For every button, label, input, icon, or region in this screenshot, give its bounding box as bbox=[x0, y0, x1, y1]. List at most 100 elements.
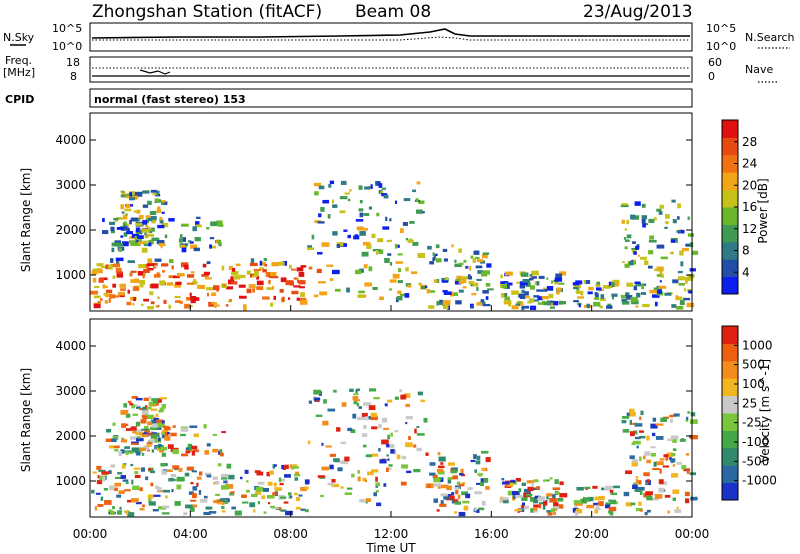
range-gate-cell bbox=[531, 270, 539, 276]
range-gate-cell bbox=[520, 272, 529, 277]
range-gate-cell bbox=[191, 470, 197, 473]
range-gate-cell bbox=[321, 466, 329, 471]
range-gate-cell bbox=[471, 293, 477, 296]
range-gate-cell bbox=[159, 219, 164, 224]
range-gate-cell bbox=[546, 496, 549, 500]
y-tick-label: 2000 bbox=[55, 429, 86, 443]
range-gate-cell bbox=[153, 417, 160, 421]
range-gate-cell bbox=[129, 219, 132, 225]
range-gate-cell bbox=[250, 493, 258, 498]
range-gate-cell bbox=[519, 281, 528, 286]
range-gate-cell bbox=[347, 427, 353, 432]
range-gate-cell bbox=[612, 279, 620, 284]
range-gate-cell bbox=[671, 452, 676, 457]
range-gate-cell bbox=[106, 289, 113, 294]
range-gate-cell bbox=[149, 211, 157, 216]
range-gate-cell bbox=[553, 502, 559, 508]
nsky-label: N.Sky bbox=[3, 31, 35, 44]
range-gate-cell bbox=[381, 417, 388, 423]
range-gate-cell bbox=[655, 423, 664, 426]
range-gate-cell bbox=[110, 226, 115, 232]
range-gate-cell bbox=[467, 274, 471, 277]
range-gate-cell bbox=[405, 416, 413, 420]
range-gate-cell bbox=[519, 284, 526, 289]
range-gate-cell bbox=[399, 293, 407, 297]
range-gate-cell bbox=[639, 416, 642, 420]
range-gate-cell bbox=[550, 508, 556, 513]
range-gate-cell bbox=[438, 456, 446, 462]
range-gate-cell bbox=[214, 481, 220, 485]
range-gate-cell bbox=[481, 450, 489, 454]
range-gate-cell bbox=[278, 507, 282, 511]
range-gate-cell bbox=[436, 468, 444, 473]
range-gate-cell bbox=[474, 507, 477, 512]
range-gate-cell bbox=[429, 261, 435, 265]
range-gate-cell bbox=[427, 484, 431, 489]
range-gate-cell bbox=[658, 285, 667, 289]
range-gate-cell bbox=[161, 404, 166, 409]
range-gate-cell bbox=[331, 483, 340, 488]
range-gate-cell bbox=[634, 488, 641, 492]
range-gate-cell bbox=[386, 454, 389, 457]
range-gate-cell bbox=[143, 445, 150, 451]
range-gate-cell bbox=[127, 260, 135, 264]
range-gate-cell bbox=[626, 282, 633, 287]
range-gate-cell bbox=[180, 244, 186, 249]
range-gate-cell bbox=[136, 451, 141, 456]
range-gate-cell bbox=[308, 400, 312, 404]
range-gate-cell bbox=[631, 249, 637, 253]
range-gate-cell bbox=[300, 292, 305, 297]
range-gate-cell bbox=[135, 501, 142, 505]
range-gate-cell bbox=[142, 220, 148, 225]
range-gate-cell bbox=[547, 512, 553, 516]
range-gate-cell bbox=[219, 452, 224, 457]
range-gate-cell bbox=[159, 448, 165, 453]
range-gate-cell bbox=[436, 300, 439, 306]
range-gate-cell bbox=[325, 445, 332, 448]
range-gate-cell bbox=[209, 245, 217, 249]
range-gate-cell bbox=[204, 472, 212, 476]
range-gate-cell bbox=[683, 468, 691, 472]
range-gate-cell bbox=[321, 442, 324, 446]
range-gate-cell bbox=[157, 443, 162, 449]
range-gate-cell bbox=[416, 433, 425, 436]
range-gate-cell bbox=[475, 265, 483, 269]
range-gate-cell bbox=[648, 239, 657, 243]
range-gate-cell bbox=[405, 442, 413, 448]
range-gate-cell bbox=[130, 426, 137, 431]
range-gate-cell bbox=[530, 507, 538, 511]
range-gate-cell bbox=[296, 297, 301, 301]
range-gate-cell bbox=[559, 493, 568, 498]
range-gate-cell bbox=[667, 438, 672, 442]
range-gate-cell bbox=[537, 496, 545, 502]
range-gate-cell bbox=[193, 449, 200, 453]
range-gate-cell bbox=[556, 289, 560, 295]
range-gate-cell bbox=[294, 477, 299, 481]
range-gate-cell bbox=[263, 487, 270, 492]
range-gate-cell bbox=[150, 408, 158, 411]
range-gate-cell bbox=[669, 455, 672, 461]
range-gate-cell bbox=[626, 234, 632, 239]
range-gate-cell bbox=[131, 498, 139, 503]
range-gate-cell bbox=[154, 198, 160, 203]
range-gate-cell bbox=[687, 411, 690, 414]
range-gate-cell bbox=[322, 199, 330, 204]
range-gate-cell bbox=[104, 285, 108, 289]
range-gate-cell bbox=[317, 221, 325, 224]
range-gate-cell bbox=[361, 433, 368, 437]
range-gate-cell bbox=[454, 280, 461, 285]
range-gate-cell bbox=[221, 431, 227, 434]
range-gate-cell bbox=[378, 423, 382, 429]
range-gate-cell bbox=[96, 263, 104, 267]
range-gate-cell bbox=[599, 305, 603, 309]
range-gate-cell bbox=[676, 230, 681, 233]
range-gate-cell bbox=[285, 510, 293, 516]
range-gate-cell bbox=[421, 286, 426, 290]
range-gate-cell bbox=[405, 393, 411, 398]
range-gate-cell bbox=[402, 222, 408, 226]
nsky-panel bbox=[89, 22, 693, 52]
range-gate-cell bbox=[521, 496, 528, 501]
range-gate-cell bbox=[257, 481, 265, 485]
range-gate-cell bbox=[211, 292, 217, 297]
range-gate-cell bbox=[397, 280, 403, 284]
